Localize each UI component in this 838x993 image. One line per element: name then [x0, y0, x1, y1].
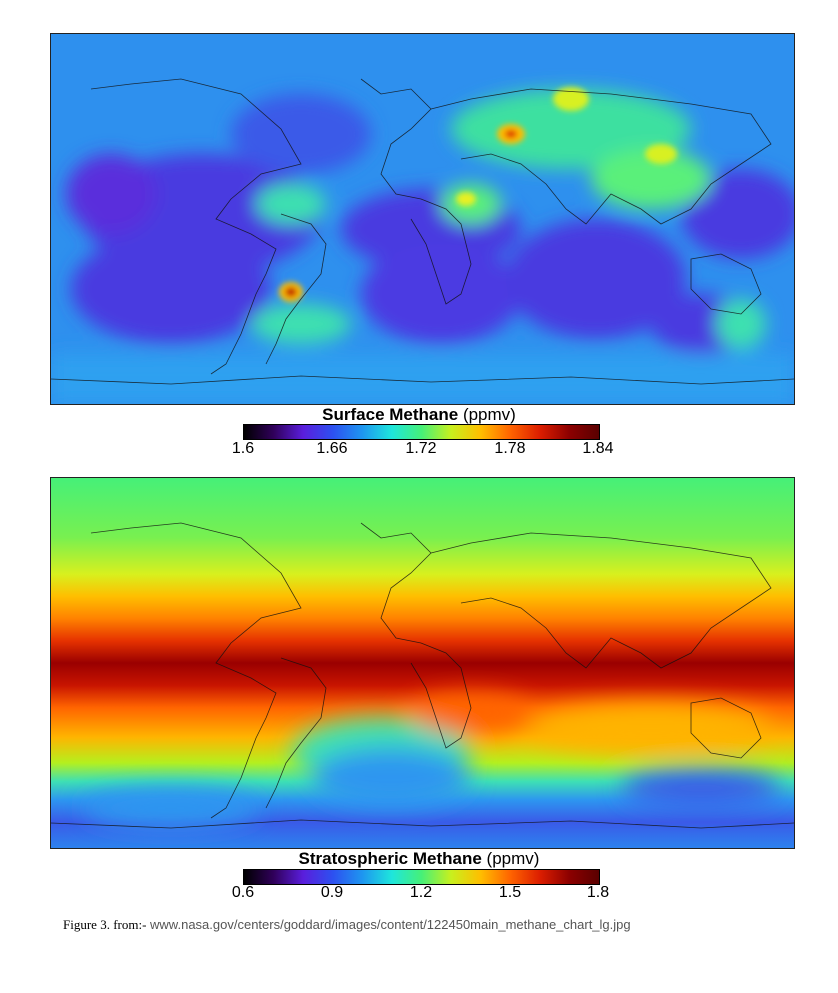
stratospheric-methane-map [50, 477, 795, 849]
stratospheric-tick: 1.8 [586, 884, 610, 901]
caption-lead: Figure 3. from:- [63, 917, 147, 932]
surface-tick: 1.6 [231, 440, 255, 457]
stratospheric-title: Stratospheric Methane [298, 849, 482, 868]
figure-caption: Figure 3. from:- www.nasa.gov/centers/go… [63, 917, 631, 933]
stratospheric-unit: (ppmv) [486, 849, 540, 868]
stratospheric-colorbar-title: Stratospheric Methane (ppmv) [0, 849, 838, 869]
surface-unit: (ppmv) [462, 405, 516, 424]
surface-methane-map [50, 33, 795, 405]
coastlines [51, 522, 794, 829]
surface-colorbar-title: Surface Methane (ppmv) [0, 405, 838, 425]
surface-title: Surface Methane [322, 405, 459, 424]
surface-tick: 1.84 [582, 440, 614, 457]
stratospheric-tick: 1.5 [498, 884, 522, 901]
surface-tick: 1.72 [405, 440, 437, 457]
stratospheric-methane-field [51, 478, 794, 848]
source-url: www.nasa.gov/centers/goddard/images/cont… [150, 917, 631, 932]
surface-methane-field [51, 34, 794, 404]
stratospheric-tick: 0.9 [320, 884, 344, 901]
surface-tick: 1.78 [494, 440, 526, 457]
stratospheric-colorbar [243, 869, 600, 885]
surface-tick: 1.66 [316, 440, 348, 457]
coastlines [51, 78, 794, 385]
stratospheric-tick: 0.6 [231, 884, 255, 901]
stratospheric-tick: 1.2 [409, 884, 433, 901]
surface-colorbar [243, 424, 600, 440]
